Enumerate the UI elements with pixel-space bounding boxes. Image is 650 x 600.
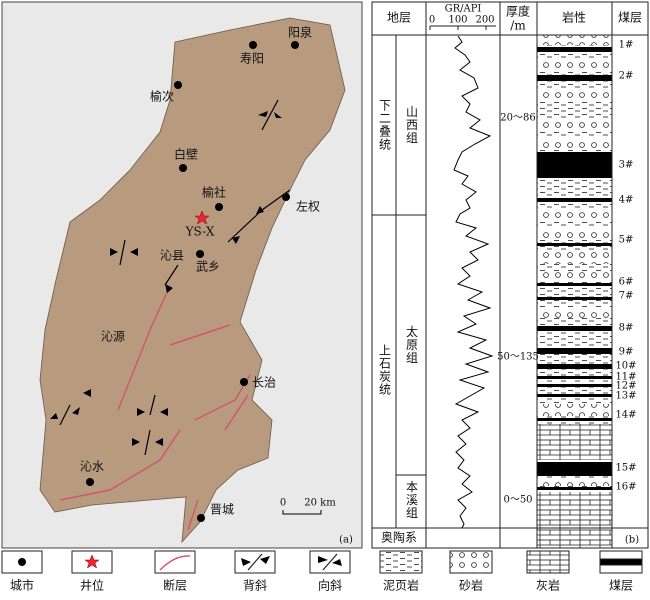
limestone [537,424,612,548]
gr-curve [453,35,494,529]
header: 岩性 [562,10,586,25]
well-star [194,210,210,225]
panel-label: (b) [625,535,639,546]
formation-label: 太原组 [405,324,419,364]
city-label: 沁源 [101,330,125,344]
coal-seam-label: 9# [619,347,634,358]
gr-tick: 0 [429,15,435,26]
formation-label: 本溪组 [405,480,419,519]
coal [537,47,612,490]
scale-label: 20 km [304,498,336,509]
coal-seam-label: 1# [619,40,634,51]
thickness: 20～86 [500,113,535,124]
coal-seam-label: 10# [615,361,636,372]
coal-seam-label: 5# [619,235,634,246]
legend-label: 泥页岩 [383,578,419,593]
header: 厚度 [506,4,530,19]
coal-seam-label: 11# [615,372,636,383]
column-grid [372,2,648,548]
coal-seam-label: 16# [615,482,636,493]
city-label: 白壁 [174,147,198,162]
coal-seam-label: 3# [619,160,634,171]
city-dots [86,41,299,522]
column-panel: 地层 GR/API 0 100 200 厚度 /m 岩性 煤层 下二叠统 上石炭… [371,1,649,549]
formation-label: 山西组 [405,105,419,144]
header: /m [510,19,526,33]
panel-label: (a) [339,535,353,546]
coal-seam-label: 14# [615,410,636,421]
coal-seam-label: 2# [619,71,634,82]
gr-tick: 100 [448,15,467,26]
city-label: 沁县 [160,249,184,263]
city-label: 寿阳 [240,52,264,66]
header: 煤层 [618,11,642,25]
coal-seam-label: 8# [619,323,634,334]
legend-label: 城市 [10,578,34,593]
thickness: 0～50 [503,495,532,506]
column-frame [371,1,649,549]
fold-arrows [50,111,282,446]
city-label: 武乡 [196,260,220,274]
legend-label: 砂岩 [459,578,483,593]
coal-seam-label: 6# [619,277,634,288]
series-label: 上石炭统 [378,344,392,396]
coal-seam-label: 13# [615,391,636,402]
coal-seam-label: 12# [615,381,636,392]
legend-label: 断层 [163,578,187,593]
map-panel: 阳泉 寿阳 榆次 白壁 榆社 左权 沁县 武乡 沁源 长治 沁水 晋城 YS-X… [1,1,363,549]
city-label: 左权 [296,199,320,214]
sandstone [537,35,612,486]
series-label: 下二叠统 [378,99,392,151]
city-label: 长治 [252,376,276,390]
city-label: 晋城 [210,503,234,517]
city-label: 榆社 [202,185,226,200]
well-label: YS-X [185,225,215,239]
legend-label: 背斜 [243,579,267,593]
scale-label: 0 [280,498,286,509]
legend [1,550,643,574]
header: 地层 [387,11,411,25]
scale-bar [282,510,322,515]
coal-seam-label: 15# [615,463,636,474]
basin [39,17,346,544]
legend-label: 井位 [80,578,104,593]
coal-seam-label: 7# [619,291,634,302]
legend-label: 向斜 [318,578,342,593]
base-label: 奥陶系 [381,530,417,545]
city-label: 沁水 [80,460,104,474]
coal-seam-label: 4# [619,195,634,206]
thickness: 50～135 [497,352,539,363]
city-label: 榆次 [150,89,174,104]
legend-label: 灰岩 [536,578,560,593]
city-label: 阳泉 [288,26,312,40]
legend-label: 煤层 [609,579,633,593]
header: GR/API [445,4,482,15]
gr-tick: 200 [475,15,494,26]
